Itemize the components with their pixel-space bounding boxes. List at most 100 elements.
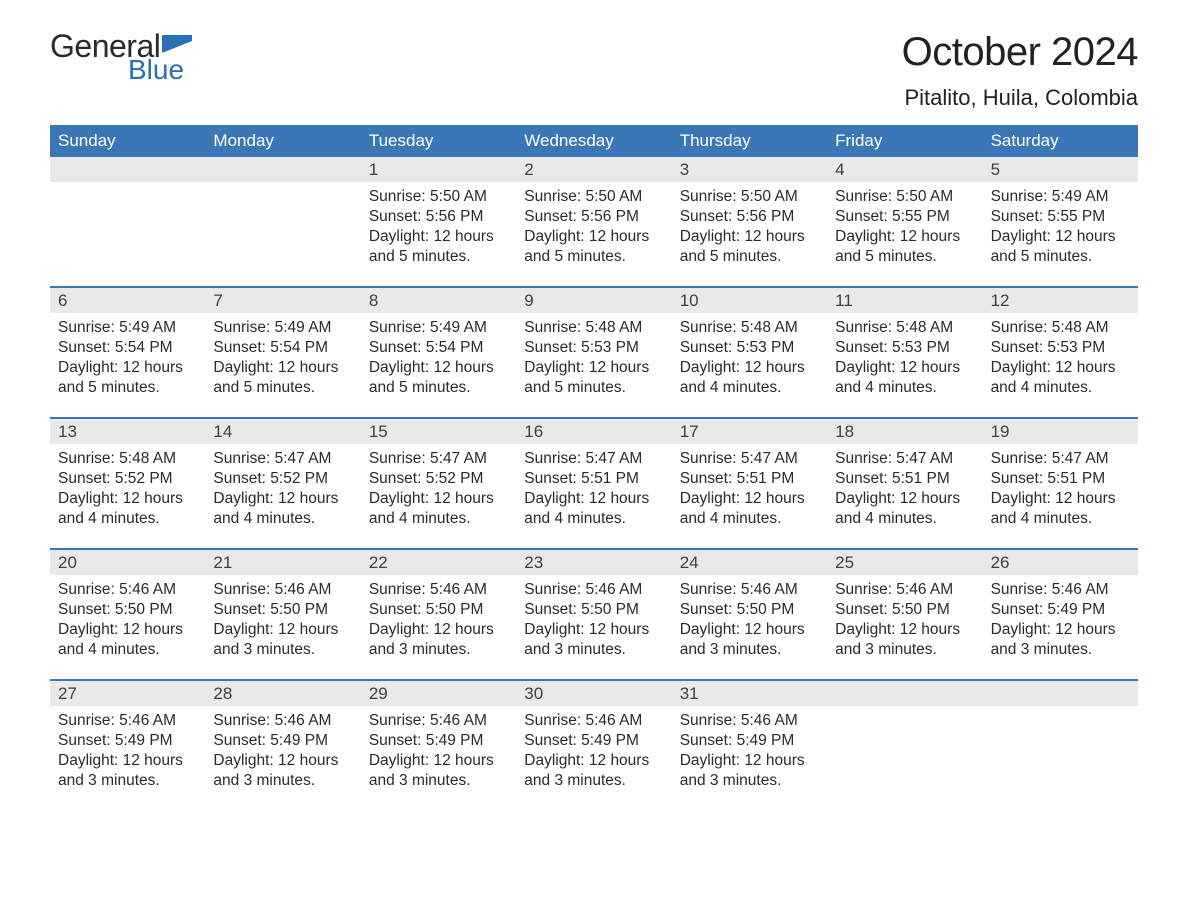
- day-number-row: 20212223242526: [50, 550, 1138, 575]
- sunrise-line: Sunrise: 5:46 AM: [680, 711, 819, 731]
- daylight-line: Daylight: 12 hours and 5 minutes.: [213, 358, 352, 398]
- day-cell: Sunrise: 5:46 AMSunset: 5:50 PMDaylight:…: [50, 575, 205, 661]
- day-number-row: 12345: [50, 157, 1138, 182]
- day-number-row: 2728293031: [50, 681, 1138, 706]
- day-number: 20: [50, 550, 205, 575]
- day-cell: Sunrise: 5:47 AMSunset: 5:52 PMDaylight:…: [361, 444, 516, 530]
- daylight-line: Daylight: 12 hours and 3 minutes.: [991, 620, 1130, 660]
- daylight-line: Daylight: 12 hours and 3 minutes.: [524, 620, 663, 660]
- daylight-line: Daylight: 12 hours and 5 minutes.: [991, 227, 1130, 267]
- day-number: 3: [672, 157, 827, 182]
- day-number: 16: [516, 419, 671, 444]
- daylight-line: Daylight: 12 hours and 4 minutes.: [524, 489, 663, 529]
- sunrise-line: Sunrise: 5:47 AM: [369, 449, 508, 469]
- day-number: 6: [50, 288, 205, 313]
- sunrise-line: Sunrise: 5:47 AM: [835, 449, 974, 469]
- calendar-week: 2728293031Sunrise: 5:46 AMSunset: 5:49 P…: [50, 679, 1138, 792]
- day-header: Tuesday: [361, 125, 516, 157]
- day-number: 15: [361, 419, 516, 444]
- day-cell: Sunrise: 5:49 AMSunset: 5:54 PMDaylight:…: [50, 313, 205, 399]
- day-cell: Sunrise: 5:46 AMSunset: 5:49 PMDaylight:…: [983, 575, 1138, 661]
- calendar-week: 6789101112Sunrise: 5:49 AMSunset: 5:54 P…: [50, 286, 1138, 399]
- sunrise-line: Sunrise: 5:46 AM: [58, 580, 197, 600]
- sunset-line: Sunset: 5:53 PM: [991, 338, 1130, 358]
- calendar: SundayMondayTuesdayWednesdayThursdayFrid…: [50, 125, 1138, 792]
- daylight-line: Daylight: 12 hours and 3 minutes.: [524, 751, 663, 791]
- sunrise-line: Sunrise: 5:50 AM: [835, 187, 974, 207]
- sunset-line: Sunset: 5:49 PM: [369, 731, 508, 751]
- day-number: 22: [361, 550, 516, 575]
- sunset-line: Sunset: 5:49 PM: [58, 731, 197, 751]
- sunset-line: Sunset: 5:51 PM: [680, 469, 819, 489]
- sunset-line: Sunset: 5:51 PM: [991, 469, 1130, 489]
- day-number: 28: [205, 681, 360, 706]
- sunset-line: Sunset: 5:53 PM: [680, 338, 819, 358]
- day-number: 12: [983, 288, 1138, 313]
- daylight-line: Daylight: 12 hours and 5 minutes.: [58, 358, 197, 398]
- sunrise-line: Sunrise: 5:46 AM: [58, 711, 197, 731]
- day-number: 14: [205, 419, 360, 444]
- sunrise-line: Sunrise: 5:47 AM: [680, 449, 819, 469]
- sunrise-line: Sunrise: 5:50 AM: [524, 187, 663, 207]
- day-cell: Sunrise: 5:49 AMSunset: 5:54 PMDaylight:…: [361, 313, 516, 399]
- day-cell: Sunrise: 5:50 AMSunset: 5:56 PMDaylight:…: [361, 182, 516, 268]
- sunset-line: Sunset: 5:51 PM: [524, 469, 663, 489]
- day-number: 19: [983, 419, 1138, 444]
- day-header: Thursday: [672, 125, 827, 157]
- daylight-line: Daylight: 12 hours and 3 minutes.: [835, 620, 974, 660]
- sunrise-line: Sunrise: 5:47 AM: [213, 449, 352, 469]
- sunset-line: Sunset: 5:49 PM: [680, 731, 819, 751]
- sunset-line: Sunset: 5:49 PM: [213, 731, 352, 751]
- calendar-week: 13141516171819Sunrise: 5:48 AMSunset: 5:…: [50, 417, 1138, 530]
- day-header: Wednesday: [516, 125, 671, 157]
- day-number: 8: [361, 288, 516, 313]
- day-header: Saturday: [983, 125, 1138, 157]
- header: General Blue October 2024 Pitalito, Huil…: [50, 30, 1138, 111]
- day-cell: Sunrise: 5:46 AMSunset: 5:49 PMDaylight:…: [205, 706, 360, 792]
- day-number: 31: [672, 681, 827, 706]
- day-number: 11: [827, 288, 982, 313]
- day-cell: Sunrise: 5:46 AMSunset: 5:50 PMDaylight:…: [516, 575, 671, 661]
- location-subtitle: Pitalito, Huila, Colombia: [902, 85, 1138, 111]
- sunset-line: Sunset: 5:51 PM: [835, 469, 974, 489]
- day-number: 17: [672, 419, 827, 444]
- day-header: Monday: [205, 125, 360, 157]
- sunset-line: Sunset: 5:50 PM: [835, 600, 974, 620]
- day-cell: Sunrise: 5:46 AMSunset: 5:50 PMDaylight:…: [827, 575, 982, 661]
- day-cell: Sunrise: 5:46 AMSunset: 5:49 PMDaylight:…: [361, 706, 516, 792]
- sunset-line: Sunset: 5:49 PM: [991, 600, 1130, 620]
- day-cell: Sunrise: 5:48 AMSunset: 5:53 PMDaylight:…: [983, 313, 1138, 399]
- daylight-line: Daylight: 12 hours and 4 minutes.: [58, 489, 197, 529]
- daylight-line: Daylight: 12 hours and 3 minutes.: [213, 620, 352, 660]
- sunset-line: Sunset: 5:49 PM: [524, 731, 663, 751]
- day-cell: Sunrise: 5:48 AMSunset: 5:53 PMDaylight:…: [672, 313, 827, 399]
- sunset-line: Sunset: 5:52 PM: [369, 469, 508, 489]
- day-cell: Sunrise: 5:46 AMSunset: 5:49 PMDaylight:…: [516, 706, 671, 792]
- calendar-header-row: SundayMondayTuesdayWednesdayThursdayFrid…: [50, 125, 1138, 157]
- sunset-line: Sunset: 5:50 PM: [524, 600, 663, 620]
- sunset-line: Sunset: 5:50 PM: [58, 600, 197, 620]
- month-title: October 2024: [902, 30, 1138, 75]
- day-number: 5: [983, 157, 1138, 182]
- day-number: 25: [827, 550, 982, 575]
- day-cell-empty: [983, 706, 1138, 792]
- day-cell: Sunrise: 5:50 AMSunset: 5:55 PMDaylight:…: [827, 182, 982, 268]
- sunrise-line: Sunrise: 5:47 AM: [991, 449, 1130, 469]
- day-number: 1: [361, 157, 516, 182]
- sunrise-line: Sunrise: 5:46 AM: [213, 580, 352, 600]
- sunset-line: Sunset: 5:55 PM: [991, 207, 1130, 227]
- day-cell-empty: [205, 182, 360, 268]
- day-cell: Sunrise: 5:46 AMSunset: 5:50 PMDaylight:…: [672, 575, 827, 661]
- sunset-line: Sunset: 5:55 PM: [835, 207, 974, 227]
- sunrise-line: Sunrise: 5:46 AM: [835, 580, 974, 600]
- day-cell: Sunrise: 5:50 AMSunset: 5:56 PMDaylight:…: [672, 182, 827, 268]
- day-number: 18: [827, 419, 982, 444]
- sunset-line: Sunset: 5:52 PM: [213, 469, 352, 489]
- daylight-line: Daylight: 12 hours and 5 minutes.: [680, 227, 819, 267]
- day-number-row: 13141516171819: [50, 419, 1138, 444]
- daylight-line: Daylight: 12 hours and 4 minutes.: [58, 620, 197, 660]
- day-cell: Sunrise: 5:47 AMSunset: 5:51 PMDaylight:…: [983, 444, 1138, 530]
- sunset-line: Sunset: 5:54 PM: [213, 338, 352, 358]
- day-cell: Sunrise: 5:49 AMSunset: 5:54 PMDaylight:…: [205, 313, 360, 399]
- daylight-line: Daylight: 12 hours and 5 minutes.: [369, 358, 508, 398]
